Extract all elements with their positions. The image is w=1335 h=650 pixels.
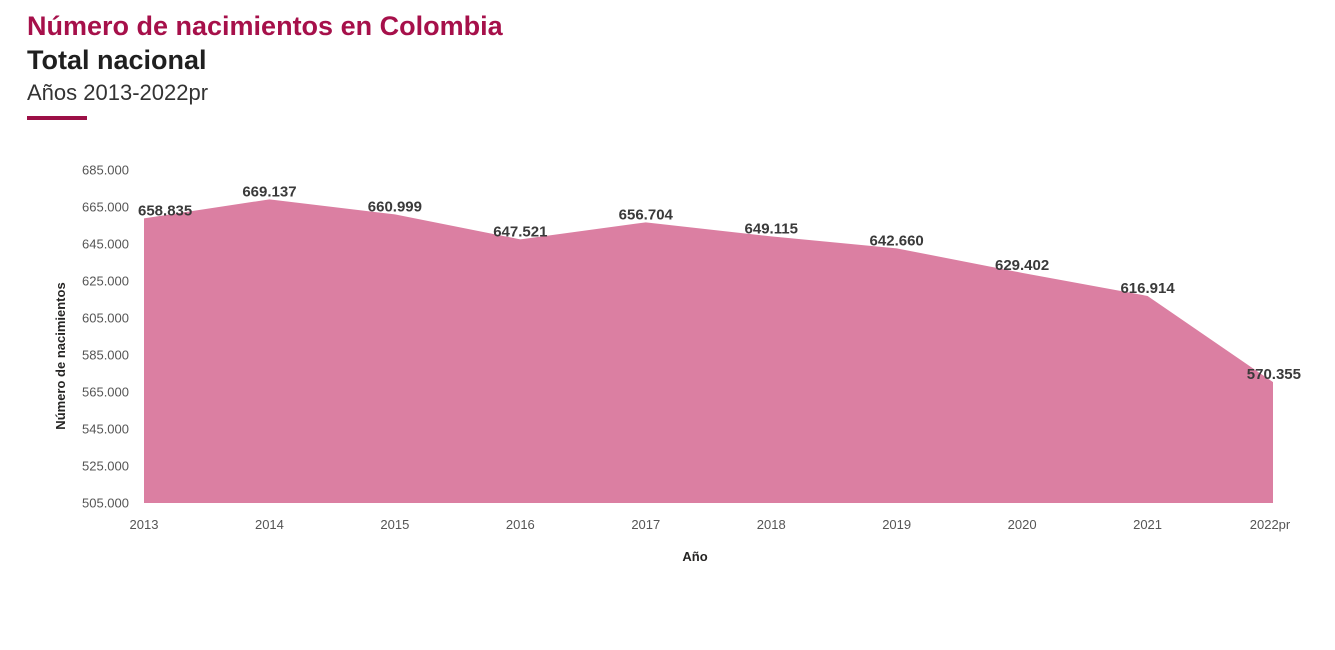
data-label: 642.660 xyxy=(870,232,924,249)
x-tick-label: 2018 xyxy=(757,517,786,532)
data-label: 656.704 xyxy=(619,206,674,223)
y-tick-label: 525.000 xyxy=(82,459,129,474)
x-tick-label: 2013 xyxy=(130,517,159,532)
x-tick-label: 2021 xyxy=(1133,517,1162,532)
y-axis-ticks: 505.000 525.000 545.000 565.000 585.000 605.0… xyxy=(82,163,129,511)
data-labels: 658.835 669.137 660.999 647.521 656.704 649.1… xyxy=(138,183,1301,383)
data-label: 669.137 xyxy=(242,183,296,200)
data-label: 616.914 xyxy=(1120,280,1175,297)
x-tick-label: 2016 xyxy=(506,517,535,532)
y-tick-label: 645.000 xyxy=(82,237,129,252)
data-label: 649.115 xyxy=(745,220,798,237)
x-tick-label: 2022pr xyxy=(1250,517,1291,532)
y-tick-label: 685.000 xyxy=(82,163,129,178)
y-tick-label: 505.000 xyxy=(82,496,129,511)
x-axis-ticks: 2013 2014 2015 2016 2017 2018 2019 2020 2021 2022… xyxy=(130,517,1291,532)
x-tick-label: 2015 xyxy=(380,517,409,532)
data-label: 658.835 xyxy=(138,202,192,219)
x-tick-label: 2017 xyxy=(631,517,660,532)
y-tick-label: 665.000 xyxy=(82,200,129,215)
series-area xyxy=(144,199,1273,503)
y-tick-label: 605.000 xyxy=(82,311,129,326)
data-label: 570.355 xyxy=(1247,366,1301,383)
chart-subtitle: Total nacional xyxy=(27,45,207,75)
y-tick-label: 545.000 xyxy=(82,422,129,437)
x-axis-title: Año xyxy=(682,549,707,564)
y-tick-label: 585.000 xyxy=(82,348,129,363)
accent-rule xyxy=(27,116,87,120)
x-tick-label: 2014 xyxy=(255,517,284,532)
y-axis-title: Número de nacimientos xyxy=(53,282,68,429)
y-tick-label: 625.000 xyxy=(82,274,129,289)
data-label: 647.521 xyxy=(493,223,547,240)
data-label: 660.999 xyxy=(368,198,422,215)
data-label: 629.402 xyxy=(995,257,1049,274)
x-tick-label: 2020 xyxy=(1008,517,1037,532)
chart-period: Años 2013-2022pr xyxy=(27,80,209,105)
chart-title: Número de nacimientos en Colombia xyxy=(27,11,503,41)
x-tick-label: 2019 xyxy=(882,517,911,532)
y-tick-label: 565.000 xyxy=(82,385,129,400)
